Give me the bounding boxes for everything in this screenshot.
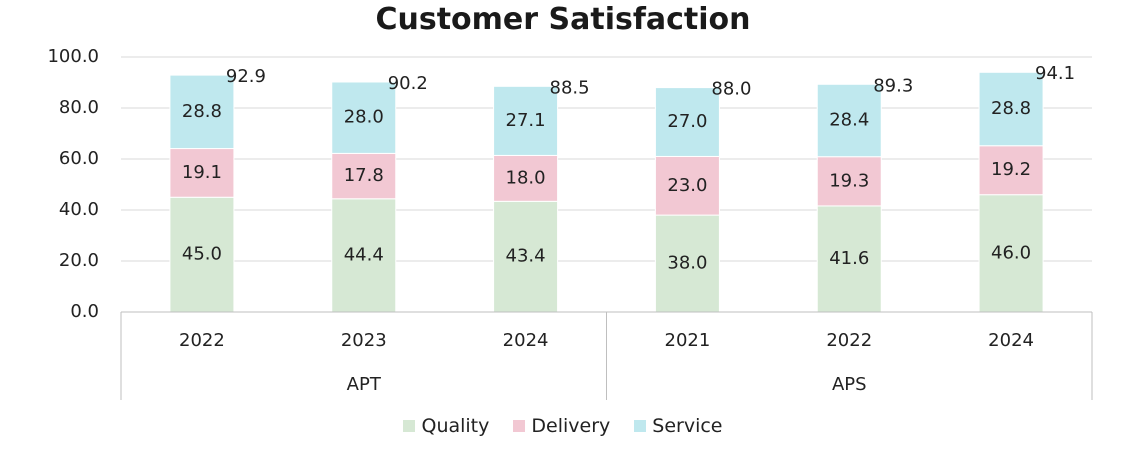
legend-label-quality: Quality (421, 415, 490, 437)
legend-item-service: Service (634, 415, 723, 437)
total-label: 94.1 (1035, 63, 1075, 84)
stacked-bar-chart: 0.020.040.060.080.0100.045.019.128.892.9… (47, 46, 1093, 400)
group-label: APS (832, 374, 867, 395)
legend-label-delivery: Delivery (531, 415, 611, 437)
y-tick-label: 40.0 (59, 199, 99, 220)
bar-segment-delivery (816, 156, 882, 207)
bar-segment-service (816, 83, 882, 158)
data-label-service: 28.0 (344, 107, 384, 128)
data-label-service: 28.4 (829, 109, 869, 130)
data-label-quality: 38.0 (667, 253, 707, 274)
y-tick-label: 60.0 (59, 148, 99, 169)
legend-label-service: Service (652, 415, 723, 437)
bar-segment-quality (978, 194, 1044, 313)
bar-segment-delivery (169, 148, 235, 198)
bar-segment-quality (169, 196, 235, 313)
data-label-delivery: 17.8 (344, 165, 384, 186)
total-label: 88.0 (711, 79, 751, 100)
data-label-service: 28.8 (182, 101, 222, 122)
data-label-quality: 45.0 (182, 244, 222, 265)
bar-segment-quality (654, 214, 720, 313)
total-label: 88.5 (550, 77, 590, 98)
data-label-service: 27.0 (667, 111, 707, 132)
group-label: APT (347, 374, 382, 395)
y-tick-label: 100.0 (47, 46, 99, 67)
legend-swatch-delivery (513, 420, 526, 432)
x-tick-label: 2022 (826, 330, 872, 351)
data-label-quality: 41.6 (829, 248, 869, 269)
x-tick-label: 2023 (341, 330, 387, 351)
chart-title: Customer Satisfaction (375, 2, 751, 37)
legend-item-delivery: Delivery (513, 415, 610, 437)
x-tick-label: 2024 (503, 330, 549, 351)
bar-segment-service (331, 81, 397, 154)
x-tick-label: 2022 (179, 330, 225, 351)
x-tick-label: 2021 (665, 330, 711, 351)
bar-segment-service (978, 71, 1044, 147)
legend-item-quality: Quality (403, 415, 489, 437)
legend-swatch-service (634, 420, 647, 432)
bar-segment-service (169, 74, 235, 150)
legend: Quality Delivery Service (0, 415, 1126, 437)
data-label-delivery: 19.2 (991, 159, 1031, 180)
data-label-delivery: 23.0 (667, 175, 707, 196)
y-tick-label: 80.0 (59, 97, 99, 118)
data-label-service: 27.1 (506, 110, 546, 131)
bar-segment-delivery (978, 145, 1044, 196)
data-label-service: 28.8 (991, 98, 1031, 119)
data-label-quality: 43.4 (506, 246, 546, 267)
bar-segment-service (654, 87, 720, 157)
y-tick-label: 0.0 (70, 301, 99, 322)
data-label-quality: 46.0 (991, 242, 1031, 263)
data-label-delivery: 18.0 (506, 167, 546, 188)
data-label-delivery: 19.1 (182, 162, 222, 183)
bar-segment-quality (816, 205, 882, 313)
legend-swatch-quality (403, 420, 416, 432)
total-label: 89.3 (873, 75, 913, 96)
total-label: 92.9 (226, 66, 266, 87)
bar-segment-service (493, 85, 559, 156)
bar-segment-delivery (493, 154, 559, 202)
x-tick-label: 2024 (988, 330, 1034, 351)
y-tick-label: 20.0 (59, 250, 99, 271)
data-label-delivery: 19.3 (829, 170, 869, 191)
total-label: 90.2 (388, 73, 428, 94)
data-label-quality: 44.4 (344, 244, 384, 265)
